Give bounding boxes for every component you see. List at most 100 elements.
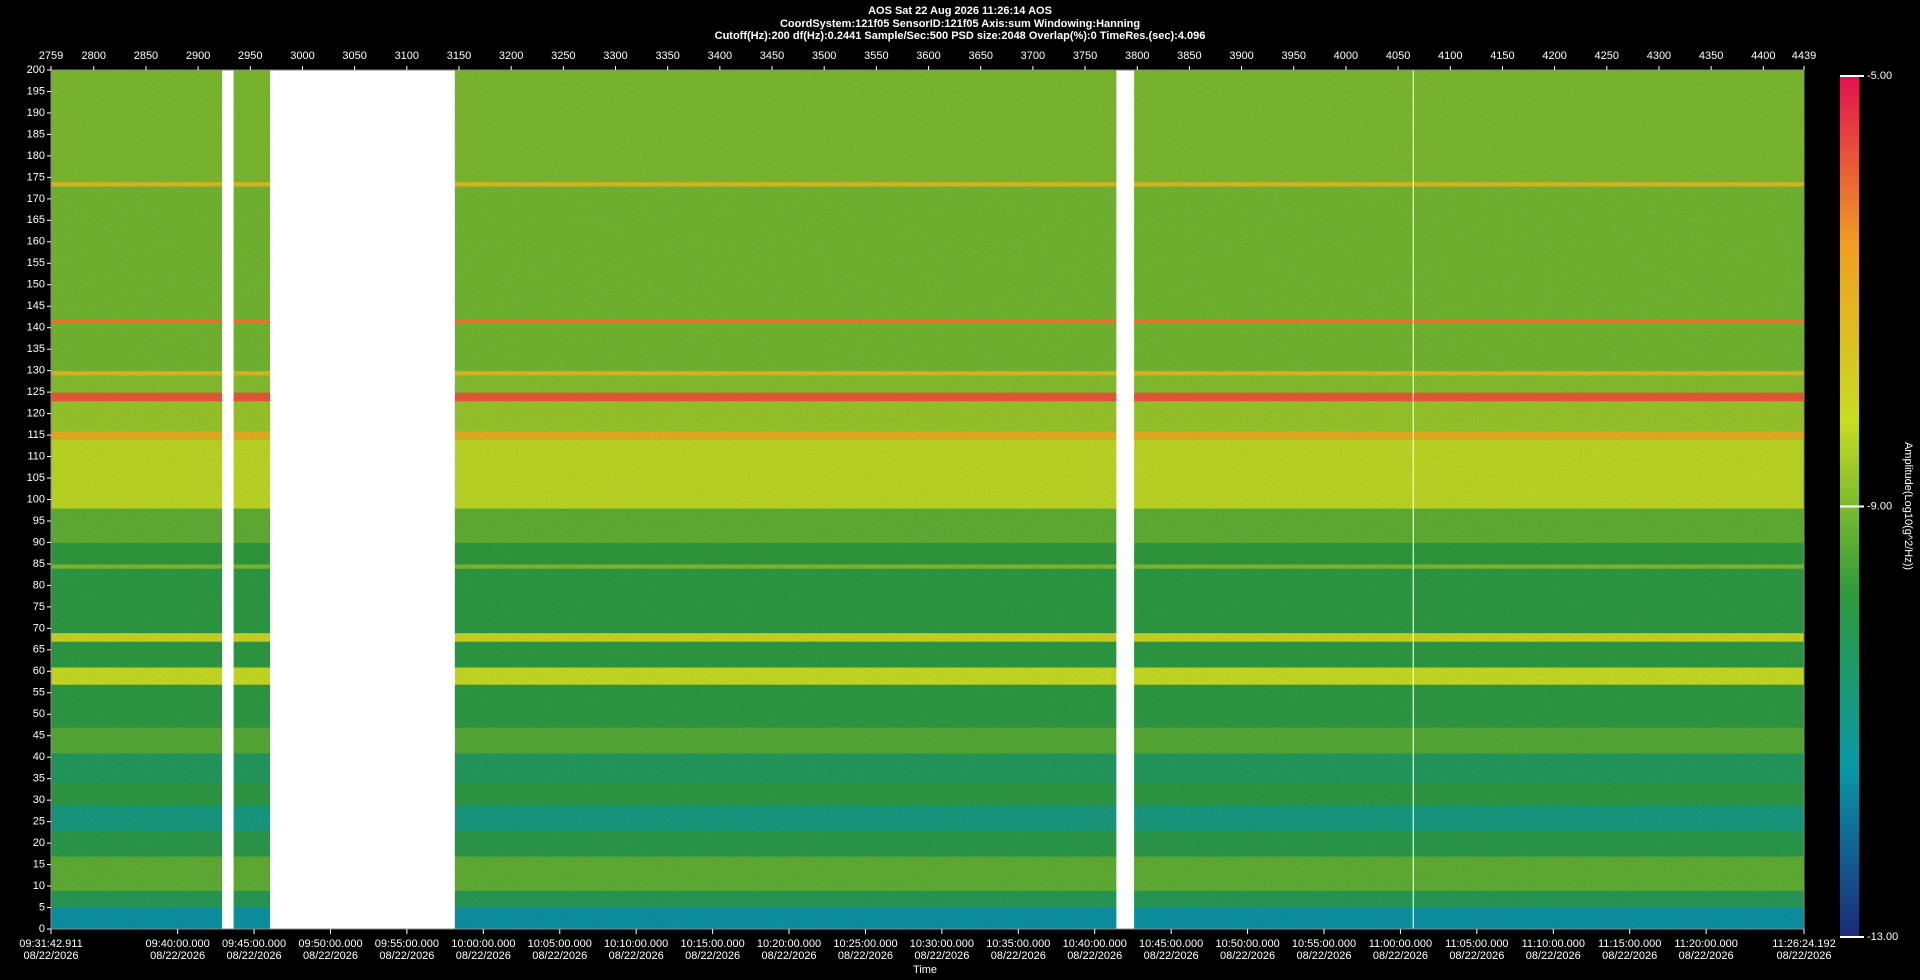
top-tick-label: 3550 <box>864 50 888 62</box>
time-tick-label: 11:15:00.000 <box>1598 938 1661 950</box>
y-tick-label: 125 <box>27 386 45 398</box>
y-tick-label: 140 <box>27 322 45 334</box>
y-tick-label: 200 <box>27 64 45 76</box>
time-tick-date: 08/22/2026 <box>838 950 893 962</box>
time-tick-date: 08/22/2026 <box>762 950 817 962</box>
time-tick-label: 10:20:00.000 <box>757 938 821 950</box>
time-tick-date: 08/22/2026 <box>1296 950 1351 962</box>
y-tick-label: 180 <box>27 150 45 162</box>
top-tick-label: 3200 <box>499 50 523 62</box>
y-tick-label: 175 <box>27 171 45 183</box>
y-tick-label: 85 <box>33 558 45 570</box>
time-tick-label: 09:31:42.911 <box>19 938 82 950</box>
time-tick-label: 09:40:00.000 <box>146 938 210 950</box>
y-tick-label: 130 <box>27 365 45 377</box>
time-tick-label: 11:05:00.000 <box>1445 938 1508 950</box>
time-tick-date: 08/22/2026 <box>1220 950 1275 962</box>
time-tick-date: 08/22/2026 <box>532 950 587 962</box>
time-tick-date: 08/22/2026 <box>456 950 511 962</box>
top-tick-label: 3300 <box>603 50 627 62</box>
settings-line: Cutoff(Hz):200 df(Hz):0.2441 Sample/Sec:… <box>715 30 1206 42</box>
y-tick-label: 105 <box>27 472 45 484</box>
time-tick-label: 10:10:00.000 <box>604 938 668 950</box>
y-tick-label: 60 <box>33 665 45 677</box>
top-tick-label: 4050 <box>1386 50 1410 62</box>
y-tick-label: 75 <box>33 601 45 613</box>
top-tick-label: 3750 <box>1073 50 1097 62</box>
y-tick-label: 25 <box>33 816 45 828</box>
time-tick-label: 09:45:00.000 <box>222 938 286 950</box>
y-tick-label: 35 <box>33 773 45 785</box>
y-tick-label: 90 <box>33 536 45 548</box>
time-tick-date: 08/22/2026 <box>1776 950 1831 962</box>
colorbar-label: Amplitude(Log10(g^2/Hz)) <box>1902 442 1914 570</box>
y-tick-label: 15 <box>33 858 45 870</box>
subtitle: CoordSystem:121f05 SensorID:121f05 Axis:… <box>780 18 1140 30</box>
y-tick-label: 95 <box>33 515 45 527</box>
top-tick-label: 2900 <box>186 50 210 62</box>
top-tick-label: 2850 <box>134 50 158 62</box>
colorbar-tick-label: -13.00 <box>1867 931 1898 943</box>
y-tick-label: 135 <box>27 343 45 355</box>
top-tick-label: 4250 <box>1595 50 1619 62</box>
time-tick-label: 10:00:00.000 <box>451 938 515 950</box>
y-tick-label: 80 <box>33 579 45 591</box>
y-tick-label: 185 <box>27 128 45 140</box>
y-tick-label: 50 <box>33 708 45 720</box>
y-tick-label: 190 <box>27 107 45 119</box>
top-tick-label: 4300 <box>1647 50 1671 62</box>
top-tick-label: 2759 <box>39 50 63 62</box>
colorbar-tick-label: -5.00 <box>1867 70 1892 82</box>
top-tick-label: 4400 <box>1751 50 1775 62</box>
y-tick-label: 65 <box>33 644 45 656</box>
y-tick-label: 5 <box>39 901 45 913</box>
y-tick-label: 110 <box>27 450 45 462</box>
top-tick-label: 4439 <box>1792 50 1816 62</box>
top-tick-label: 3900 <box>1229 50 1253 62</box>
y-tick-label: 10 <box>33 880 45 892</box>
time-tick-label: 10:35:00.000 <box>986 938 1050 950</box>
top-tick-label: 4000 <box>1334 50 1358 62</box>
top-tick-label: 3000 <box>290 50 314 62</box>
y-tick-label: 160 <box>27 236 45 248</box>
time-tick-label: 10:30:00.000 <box>910 938 974 950</box>
time-tick-label: 11:20:00.000 <box>1674 938 1737 950</box>
top-tick-label: 4150 <box>1490 50 1514 62</box>
top-tick-label: 2950 <box>238 50 262 62</box>
y-tick-label: 120 <box>27 408 45 420</box>
time-tick-date: 08/22/2026 <box>1602 950 1657 962</box>
plot-area <box>51 70 1804 929</box>
top-tick-label: 3150 <box>447 50 471 62</box>
top-tick-label: 4200 <box>1542 50 1566 62</box>
y-tick-label: 20 <box>33 837 45 849</box>
time-tick-label: 10:25:00.000 <box>833 938 897 950</box>
y-tick-label: 100 <box>27 493 45 505</box>
time-tick-date: 08/22/2026 <box>1067 950 1122 962</box>
data-gap <box>222 70 234 929</box>
y-tick-label: 45 <box>33 730 45 742</box>
time-tick-date: 08/22/2026 <box>379 950 434 962</box>
top-tick-label: 4100 <box>1438 50 1462 62</box>
time-tick-label: 10:15:00.000 <box>680 938 744 950</box>
time-tick-label: 10:50:00.000 <box>1215 938 1279 950</box>
top-tick-label: 3100 <box>395 50 419 62</box>
y-tick-label: 170 <box>27 193 45 205</box>
top-tick-label: 3450 <box>760 50 784 62</box>
top-tick-label: 3700 <box>1021 50 1045 62</box>
time-tick-date: 08/22/2026 <box>227 950 282 962</box>
top-tick-label: 2800 <box>82 50 106 62</box>
top-tick-label: 3400 <box>708 50 732 62</box>
top-tick-label: 3650 <box>968 50 992 62</box>
top-tick-label: 3950 <box>1282 50 1306 62</box>
time-tick-label: 10:40:00.000 <box>1063 938 1127 950</box>
data-gap <box>1116 70 1135 929</box>
top-tick-label: 3800 <box>1125 50 1149 62</box>
colorbar-tick-label: -9.00 <box>1867 500 1892 512</box>
time-tick-date: 08/22/2026 <box>1373 950 1428 962</box>
data-gap <box>1412 70 1414 929</box>
y-tick-label: 165 <box>27 214 45 226</box>
time-tick-label: 10:55:00.000 <box>1292 938 1356 950</box>
y-tick-label: 195 <box>27 85 45 97</box>
time-tick-label: 10:05:00.000 <box>528 938 592 950</box>
time-tick-date: 08/22/2026 <box>150 950 205 962</box>
